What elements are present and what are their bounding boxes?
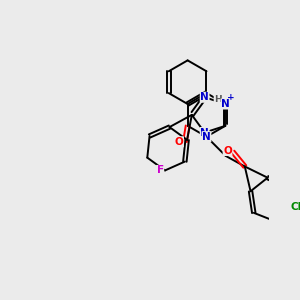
Text: +: + — [227, 93, 235, 102]
Text: N: N — [200, 92, 209, 102]
Text: O: O — [175, 137, 184, 147]
Text: N: N — [202, 132, 211, 142]
Text: N: N — [200, 128, 209, 137]
Text: H: H — [214, 95, 222, 104]
Text: Cl: Cl — [290, 202, 300, 212]
Text: O: O — [223, 146, 232, 155]
Text: N: N — [221, 99, 230, 109]
Text: F: F — [157, 166, 164, 176]
